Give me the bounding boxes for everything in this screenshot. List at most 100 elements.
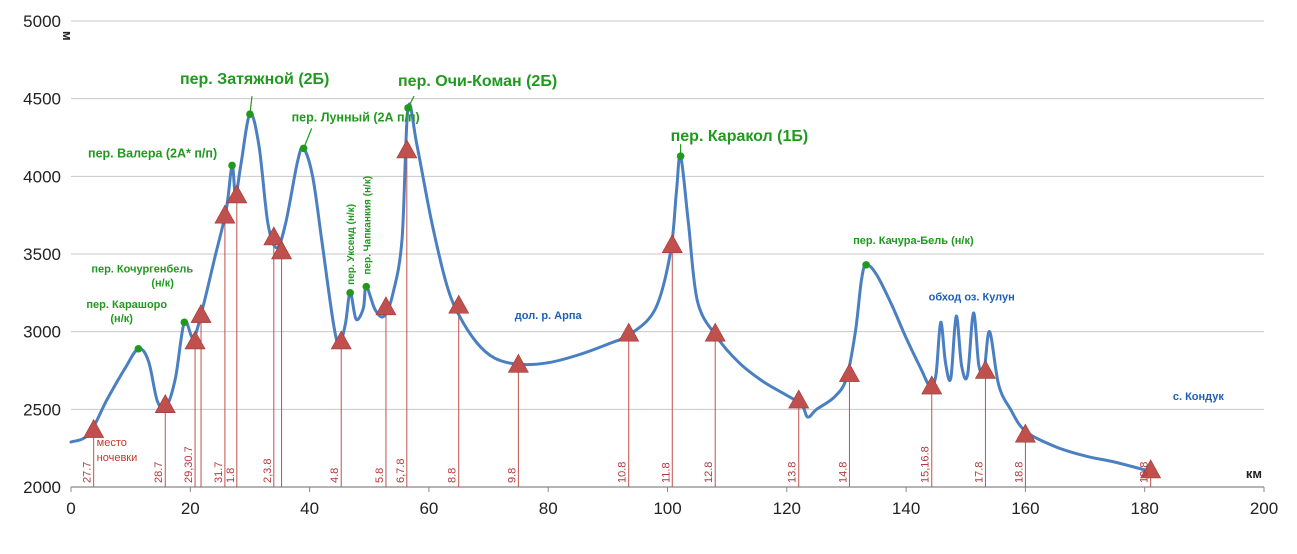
- camp-stems: [93, 149, 1152, 487]
- date-label: 5.8: [374, 468, 386, 483]
- camp-marker: [190, 303, 212, 323]
- camp-marker: [184, 330, 206, 350]
- x-tick-label: 180: [1131, 499, 1159, 518]
- date-label: 31.7: [213, 462, 225, 483]
- place-label: обход оз. Кулун: [929, 292, 1015, 304]
- pass-marker: [862, 261, 870, 269]
- camp-note-line-1: место: [97, 437, 127, 449]
- date-label: 28.7: [153, 462, 165, 483]
- gridlines: [71, 20, 1264, 410]
- x-tick-label: 140: [892, 499, 920, 518]
- camp-marker: [226, 184, 248, 204]
- axes: км м: [60, 31, 1264, 488]
- pass-marker: [362, 282, 371, 291]
- x-axis-unit: км: [1246, 466, 1262, 481]
- camp-marker: [1014, 423, 1036, 443]
- date-labels: 27.7 28.7 29,30.7 31.7 1.8 2,3.8 4.8 5.8 6,7.8 8.…: [82, 446, 1151, 483]
- camp-marker: [1140, 459, 1162, 479]
- pass-label: пер. Кочургенбель: [91, 263, 193, 275]
- camp-marker: [214, 204, 236, 224]
- y-tick-label: 5000: [23, 12, 61, 31]
- y-tick-label: 4500: [23, 90, 61, 109]
- x-tick-label: 120: [773, 499, 801, 518]
- place-label: с. Кондук: [1173, 391, 1225, 403]
- date-label: 6,7.8: [395, 459, 407, 483]
- camp-marker: [154, 394, 176, 413]
- place-label: дол. р. Арпа: [515, 310, 583, 322]
- pass-marker: [228, 161, 236, 170]
- pass-marker: [404, 104, 412, 112]
- camp-marker: [974, 359, 996, 379]
- pass-label: пер. Качура-Бель (н/к): [853, 235, 974, 247]
- date-label: 17.8: [973, 462, 985, 483]
- camp-marker: [507, 353, 529, 373]
- x-tick-label: 20: [181, 499, 200, 518]
- date-label: 18.8: [1013, 462, 1025, 483]
- date-label: 12.8: [703, 462, 715, 483]
- date-label: 19.8: [1139, 462, 1151, 483]
- camp-marker: [330, 330, 352, 350]
- x-tick-label: 60: [419, 499, 438, 518]
- camp-marker: [921, 375, 943, 395]
- pass-marker: [180, 318, 189, 327]
- date-label: 29,30.7: [183, 446, 195, 483]
- date-label: 13.8: [787, 462, 799, 483]
- camp-marker: [838, 362, 860, 382]
- pass-markers: пер. Карашоро (н/к) пер. Кочургенбель (н/к)…: [86, 71, 974, 353]
- camp-marker: [661, 234, 683, 253]
- elevation-profile-line: [69, 102, 1153, 473]
- pass-label-note: (н/к): [151, 277, 174, 289]
- date-label: 1.8: [225, 468, 237, 483]
- camp-marker: [271, 240, 293, 260]
- camp-marker: [263, 226, 285, 246]
- x-tick-label: 80: [539, 499, 558, 518]
- pass-label: пер. Лунный (2А п/п): [292, 110, 420, 124]
- pass-marker: [246, 110, 254, 118]
- pass-marker: [346, 289, 354, 297]
- camp-marker: [375, 296, 397, 316]
- y-tick-label: 3000: [23, 323, 61, 342]
- pass-label: пер. Карашоро: [86, 299, 167, 311]
- y-tick-labels: 2000 2500 3000 3500 4000 4500 5000: [23, 12, 61, 497]
- x-tick-label: 100: [653, 499, 681, 518]
- camp-note-line-2: ночевки: [97, 452, 138, 464]
- pass-label: пер. Затяжной (2Б): [180, 71, 329, 88]
- date-label: 4.8: [329, 468, 341, 483]
- camp-marker: [704, 322, 726, 342]
- pass-label: пер. Уксеид (н/к): [346, 204, 357, 285]
- date-label: 8.8: [447, 468, 459, 483]
- y-tick-label: 3500: [23, 245, 61, 264]
- camp-marker: [618, 322, 640, 342]
- x-tick-label: 200: [1250, 499, 1278, 518]
- x-tick-label: 40: [300, 499, 319, 518]
- x-tick-label: 0: [66, 499, 75, 518]
- y-tick-label: 4000: [23, 167, 61, 186]
- date-label: 9.8: [506, 468, 518, 483]
- pass-label: пер. Каракол (1Б): [671, 128, 809, 145]
- date-label: 11.8: [660, 462, 672, 483]
- date-label: 2,3.8: [262, 459, 274, 483]
- camp-marker: [448, 294, 470, 314]
- date-label: 27.7: [82, 462, 94, 483]
- pass-marker: [299, 144, 308, 153]
- place-labels: дол. р. Арпа обход оз. Кулун с. Кондук: [515, 292, 1225, 403]
- y-axis-unit: м: [60, 31, 75, 41]
- pass-label: пер. Валера (2А* п/п): [88, 146, 217, 160]
- date-label: 15,16.8: [920, 446, 932, 483]
- pass-label: пер. Чапканкия (н/к): [362, 176, 373, 275]
- x-tick-label: 160: [1011, 499, 1039, 518]
- camp-marker: [83, 418, 105, 438]
- camp-marker: [788, 389, 810, 409]
- y-tick-label: 2500: [23, 400, 61, 419]
- camp-marker: [396, 139, 418, 159]
- pass-marker: [676, 152, 685, 160]
- y-tick-label: 2000: [23, 478, 61, 497]
- pass-marker: [134, 344, 143, 353]
- date-label: 10.8: [617, 462, 629, 483]
- date-label: 14.8: [837, 462, 849, 483]
- x-tick-labels: 0 20 40 60 80 100 120 140 160 180 200: [66, 487, 1278, 518]
- pass-label-note: (н/к): [110, 313, 133, 325]
- camp-markers: [83, 139, 1162, 479]
- pass-label: пер. Очи-Коман (2Б): [398, 73, 557, 90]
